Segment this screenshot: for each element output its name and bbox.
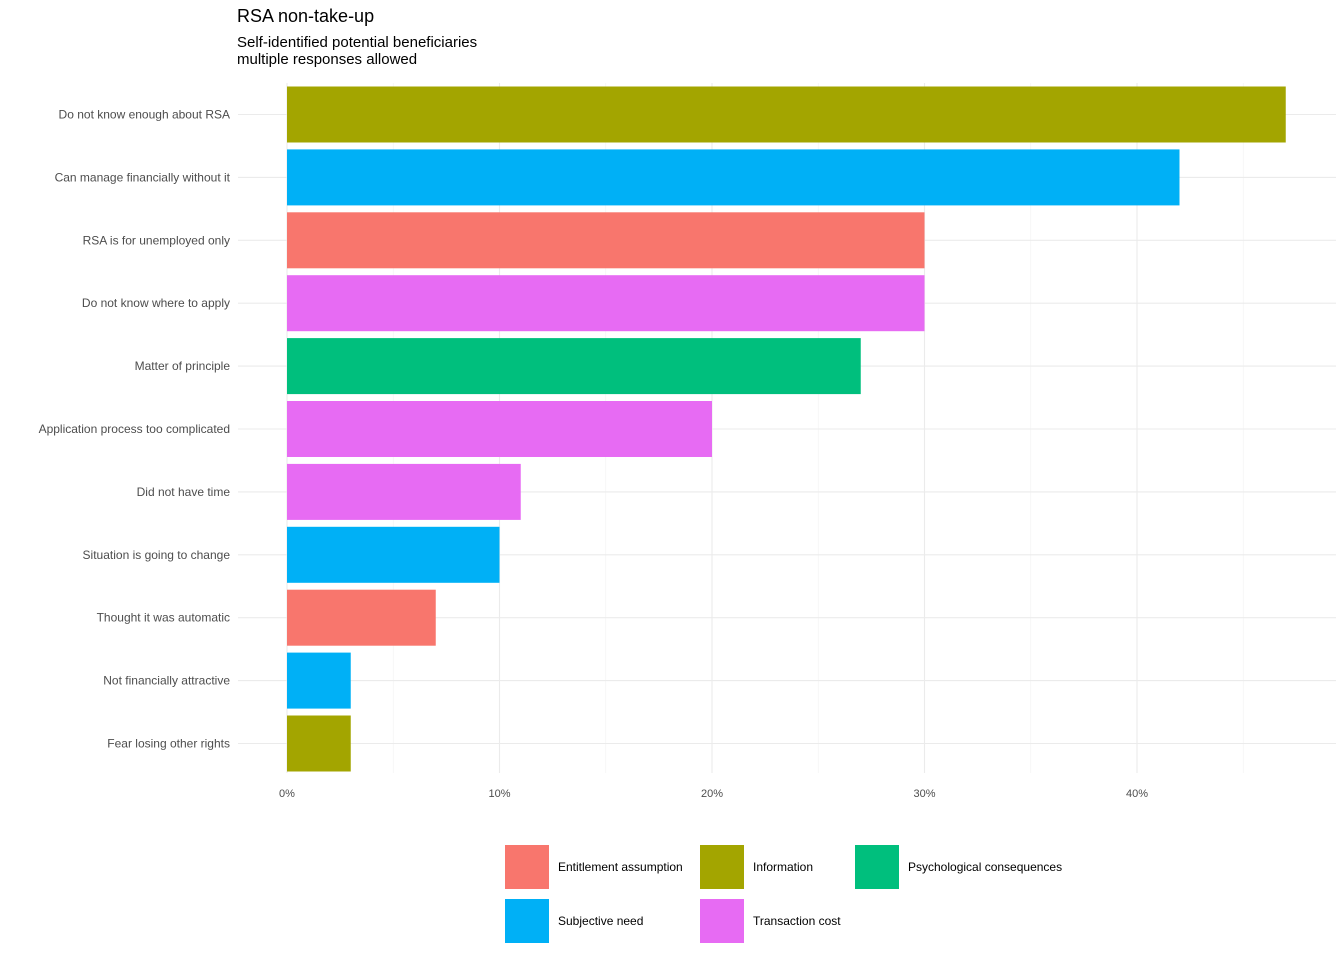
bar [287,526,500,583]
bars [287,86,1286,772]
legend-label: Transaction cost [753,914,841,928]
legend-label: Entitlement assumption [558,860,683,874]
bar [287,149,1180,206]
category-label: Fear losing other rights [107,737,230,751]
category-label: Not financially attractive [103,674,230,688]
legend: Entitlement assumption Information Psychol… [505,845,1062,943]
bar [287,463,521,520]
x-tick-label: 0% [279,788,295,800]
bar [287,589,436,646]
legend-label: Subjective need [558,914,643,928]
legend-key [855,845,899,889]
x-tick-label: 20% [701,788,723,800]
legend-label: Psychological consequences [908,860,1062,874]
legend-key [505,899,549,943]
chart-subtitle-line-2: multiple responses allowed [237,51,417,68]
x-tick-label: 10% [488,788,510,800]
category-label: Do not know where to apply [82,296,230,310]
legend-key [505,845,549,889]
category-label: Can manage financially without it [55,170,231,184]
category-label: Do not know enough about RSA [59,108,230,122]
category-axis: Do not know enough about RSA Can manage f… [39,108,231,751]
bar [287,86,1286,143]
category-label: Did not have time [137,485,231,499]
bar [287,715,351,772]
category-label: RSA is for unemployed only [83,233,230,247]
bar [287,275,925,332]
chart-title: RSA non-take-up [237,6,374,26]
legend-key [700,845,744,889]
legend-label: Information [753,860,813,874]
category-label: Thought it was automatic [97,611,230,625]
x-tick-label: 40% [1126,788,1148,800]
bar [287,652,351,709]
bar [287,338,861,395]
x-tick-label: 30% [913,788,935,800]
legend-key [700,899,744,943]
category-label: Situation is going to change [83,548,231,562]
bar [287,212,925,269]
bar [287,401,712,457]
value-axis: 0% 10% 20% 30% 40% [279,788,1148,800]
category-label: Matter of principle [135,359,231,373]
chart-subtitle-line-1: Self-identified potential beneficiaries [237,34,477,51]
category-label: Application process too complicated [39,422,230,436]
